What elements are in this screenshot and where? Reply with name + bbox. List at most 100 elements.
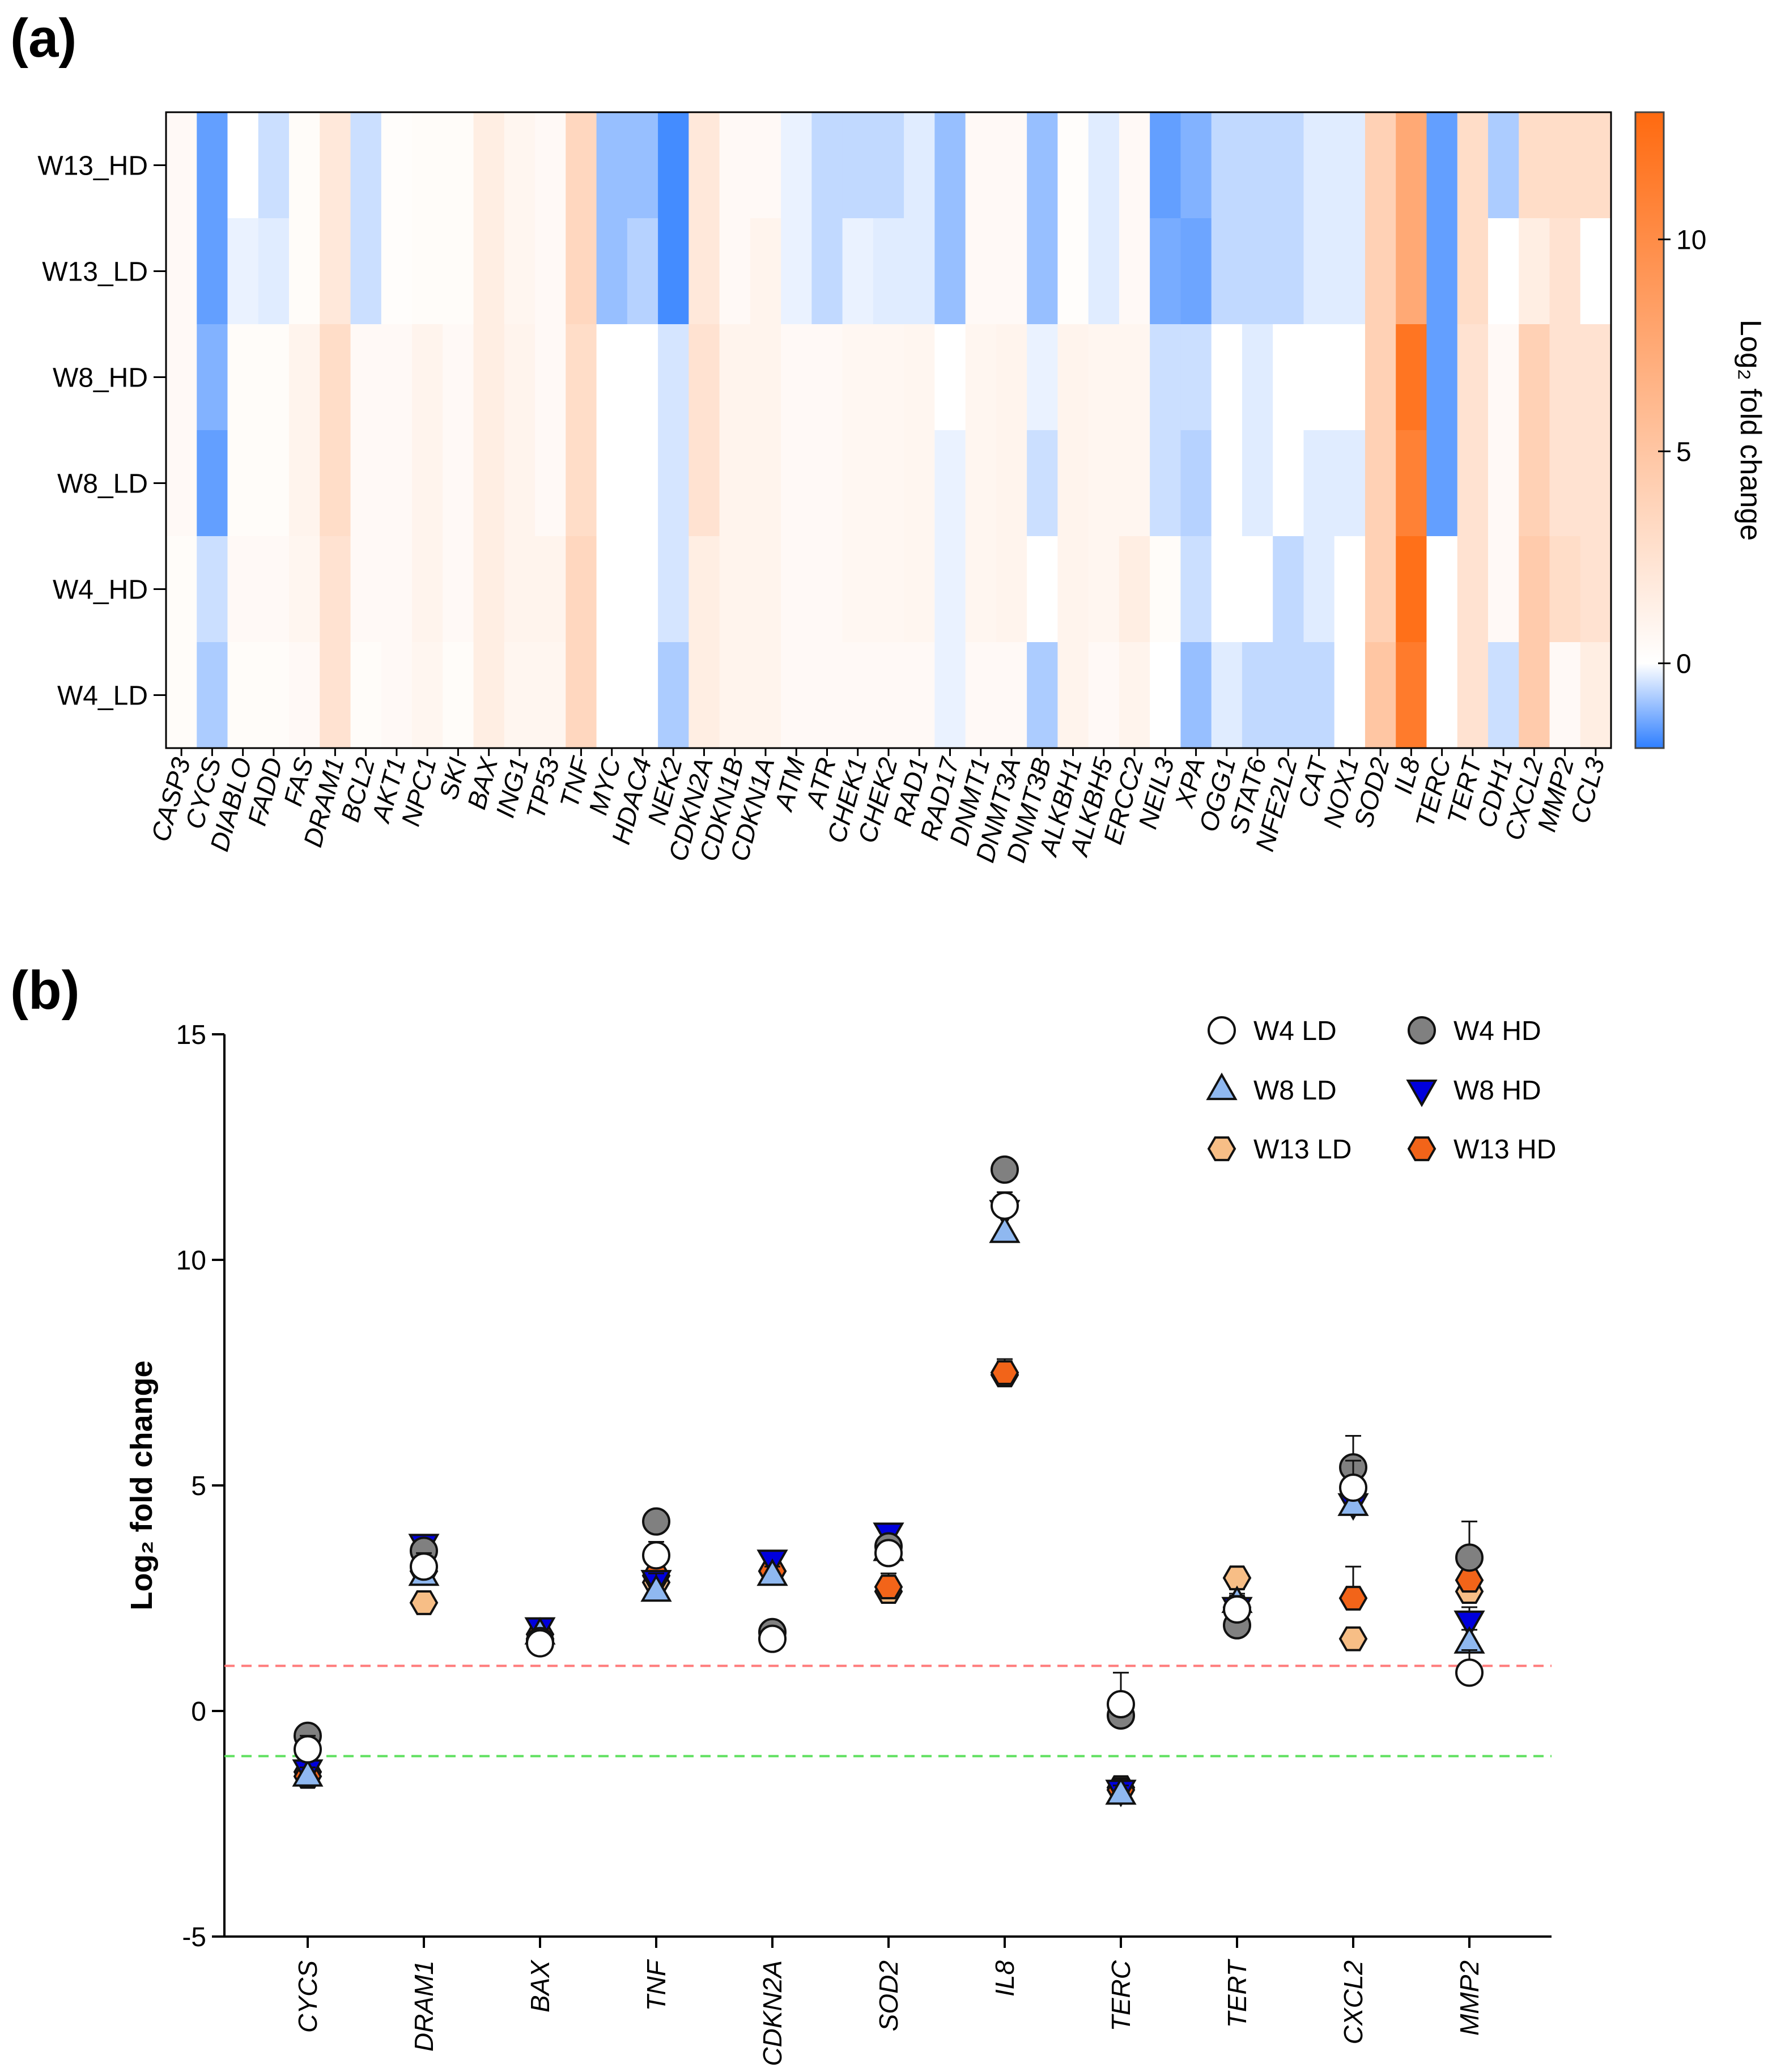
- heatmap-cell-W4_LD-DIABLO: [227, 642, 259, 749]
- heatmap-cell-W13_LD-AKT1: [381, 218, 413, 325]
- heatmap-cell-W8_HD-DNMT3B: [1027, 324, 1059, 431]
- heatmap-cell-W4_HD-NEIL3: [1150, 536, 1182, 643]
- colorbar: 0 5 10 Log₂ fold change: [1634, 111, 1767, 749]
- heatmap-cell-W8_LD-CDKN2A: [688, 430, 720, 537]
- heatmap-cell-W8_LD-SOD2: [1365, 430, 1396, 537]
- heatmap-cell-W13_LD-CHEK1: [842, 218, 874, 325]
- heatmap-cell-W13_HD-MYC: [596, 112, 628, 219]
- heatmap-cell-W13_HD-NOX1: [1334, 112, 1366, 219]
- heatmap-cell-W8_LD-CHEK2: [873, 430, 904, 537]
- heatmap-cell-W13_LD-CASP3: [166, 218, 197, 325]
- heatmap-cell-W4_HD-CHEK1: [842, 536, 874, 643]
- heatmap-cell-W4_HD-HDAC4: [627, 536, 658, 643]
- heatmap-cell-W4_LD-IL8: [1396, 642, 1427, 749]
- heatmap-cell-W8_HD-TP53: [535, 324, 566, 431]
- heatmap-cell-W4_HD-BAX: [473, 536, 505, 643]
- y-tick-label: 5: [191, 1471, 206, 1501]
- heatmap-cell-W13_LD-CYCS: [197, 218, 228, 325]
- heatmap-cell-W8_LD-FAS: [289, 430, 320, 537]
- heatmap-cell-W8_LD-RAD1: [904, 430, 935, 537]
- heatmap-cell-W13_LD-TP53: [535, 218, 566, 325]
- point-w8-ld-CDKN2A: [756, 1558, 788, 1586]
- heatmap-cell-W13_LD-OGG1: [1211, 218, 1243, 325]
- heatmap-cell-W4_HD-ATR: [811, 536, 843, 643]
- heatmap-cell-W8_HD-SOD2: [1365, 324, 1396, 431]
- heatmap-cell-W4_HD-AKT1: [381, 536, 413, 643]
- x-tick-label-MMP2: MMP2: [1455, 1960, 1484, 2036]
- heatmap-cell-W8_LD-OGG1: [1211, 430, 1243, 537]
- heatmap-cell-W4_HD-BCL2: [350, 536, 382, 643]
- heatmap-cell-W8_HD-TNF: [566, 324, 597, 431]
- heatmap-cell-W4_HD-RAD17: [934, 536, 966, 643]
- legend-label-w4-hd: W4 HD: [1454, 1016, 1541, 1046]
- heatmap-cell-W4_HD-DRAM1: [320, 536, 351, 643]
- point-w8-ld-IL8: [989, 1215, 1021, 1243]
- heatmap-cell-W13_HD-CDKN2A: [688, 112, 720, 219]
- heatmap-cell-W13_LD-ALKBH1: [1057, 218, 1089, 325]
- heatmap-cell-W4_LD-ATM: [781, 642, 812, 749]
- heatmap-cell-W4_LD-CXCL2: [1519, 642, 1550, 749]
- heatmap-cell-W13_HD-CASP3: [166, 112, 197, 219]
- heatmap-cell-W4_LD-ING1: [504, 642, 536, 749]
- heatmap-cell-W8_HD-TERC: [1426, 324, 1458, 431]
- heatmap-cell-W8_LD-BAX: [473, 430, 505, 537]
- heatmap-row-label-W4_HD: W4_HD: [53, 575, 148, 605]
- heatmap-cell-W13_LD-SOD2: [1365, 218, 1396, 325]
- heatmap-cell-W13_LD-ERCC2: [1119, 218, 1150, 325]
- heatmap-cell-W8_HD-ATM: [781, 324, 812, 431]
- legend-marker-w8-hd: [1406, 1079, 1438, 1107]
- heatmap-cell-W13_HD-ALKBH1: [1057, 112, 1089, 219]
- heatmap-cell-W13_HD-TERC: [1426, 112, 1458, 219]
- heatmap-cell-W13_HD-BCL2: [350, 112, 382, 219]
- heatmap-cell-W13_LD-BCL2: [350, 218, 382, 325]
- heatmap-cell-W4_LD-CYCS: [197, 642, 228, 749]
- heatmap-cell-W4_HD-ING1: [504, 536, 536, 643]
- heatmap-cell-W4_HD-ALKBH1: [1057, 536, 1089, 643]
- heatmap-cell-W8_HD-STAT6: [1242, 324, 1273, 431]
- heatmap-cell-W4_LD-AKT1: [381, 642, 413, 749]
- heatmap-cell-W8_HD-CDKN1B: [719, 324, 751, 431]
- heatmap-cell-W13_LD-ATR: [811, 218, 843, 325]
- heatmap-cell-W8_LD-DNMT3B: [1027, 430, 1059, 537]
- heatmap-cell-W8_LD-ATM: [781, 430, 812, 537]
- heatmap-cell-W13_HD-XPA: [1180, 112, 1212, 219]
- scatter-points: [292, 1155, 1485, 1807]
- heatmap-cell-W4_HD-CDH1: [1488, 536, 1519, 643]
- heatmap-cell-W13_HD-BAX: [473, 112, 505, 219]
- heatmap-cell-W8_HD-ERCC2: [1119, 324, 1150, 431]
- heatmap-cell-W8_HD-CCL3: [1580, 324, 1612, 431]
- heatmap-cell-W4_HD-CYCS: [197, 536, 228, 643]
- heatmap-cell-W8_LD-NEIL3: [1150, 430, 1182, 537]
- heatmap-cell-W4_HD-CDKN1B: [719, 536, 751, 643]
- heatmap-cell-W4_HD-DNMT1: [965, 536, 997, 643]
- heatmap-cell-W13_HD-CDH1: [1488, 112, 1519, 219]
- point-w4-ld-TERT: [1223, 1595, 1251, 1624]
- heatmap-cell-W13_HD-CHEK2: [873, 112, 904, 219]
- heatmap-cell-W8_HD-CDKN2A: [688, 324, 720, 431]
- heatmap-cell-W8_HD-CAT: [1303, 324, 1335, 431]
- heatmap-cell-W13_LD-ALKBH5: [1088, 218, 1120, 325]
- heatmap-cell-W8_HD-DNMT1: [965, 324, 997, 431]
- legend-label-w13-hd: W13 HD: [1454, 1135, 1556, 1165]
- heatmap-cell-W8_LD-SKI: [443, 430, 474, 537]
- heatmap-cell-W8_LD-STAT6: [1242, 430, 1273, 537]
- heatmap-cell-W8_HD-BAX: [473, 324, 505, 431]
- heatmap-cell-W13_HD-CDKN1B: [719, 112, 751, 219]
- point-w8-hd-MMP2: [1454, 1610, 1485, 1638]
- heatmap-cell-W4_HD-NFE2L2: [1273, 536, 1304, 643]
- heatmap-cell-W8_LD-DNMT1: [965, 430, 997, 537]
- heatmap-cell-W8_HD-FADD: [258, 324, 290, 431]
- point-w13-hd-CXCL2: [1338, 1586, 1368, 1611]
- heatmap-cell-W8_HD-BCL2: [350, 324, 382, 431]
- heatmap-cell-W13_LD-IL8: [1396, 218, 1427, 325]
- scatter-axes: -5 0 5 10 15 Log₂ fold change CYCS DRAM1 BAX TNF C…: [125, 1020, 1552, 2066]
- heatmap-cell-W13_LD-NOX1: [1334, 218, 1366, 325]
- heatmap-cell-W13_HD-ATM: [781, 112, 812, 219]
- heatmap-cell-W4_LD-FAS: [289, 642, 320, 749]
- heatmap-cell-W4_HD-CDKN1A: [750, 536, 781, 643]
- heatmap-cell-W8_LD-NFE2L2: [1273, 430, 1304, 537]
- heatmap-cell-W13_HD-DNMT1: [965, 112, 997, 219]
- heatmap-cell-W8_HD-CYCS: [197, 324, 228, 431]
- heatmap-cell-W13_HD-ING1: [504, 112, 536, 219]
